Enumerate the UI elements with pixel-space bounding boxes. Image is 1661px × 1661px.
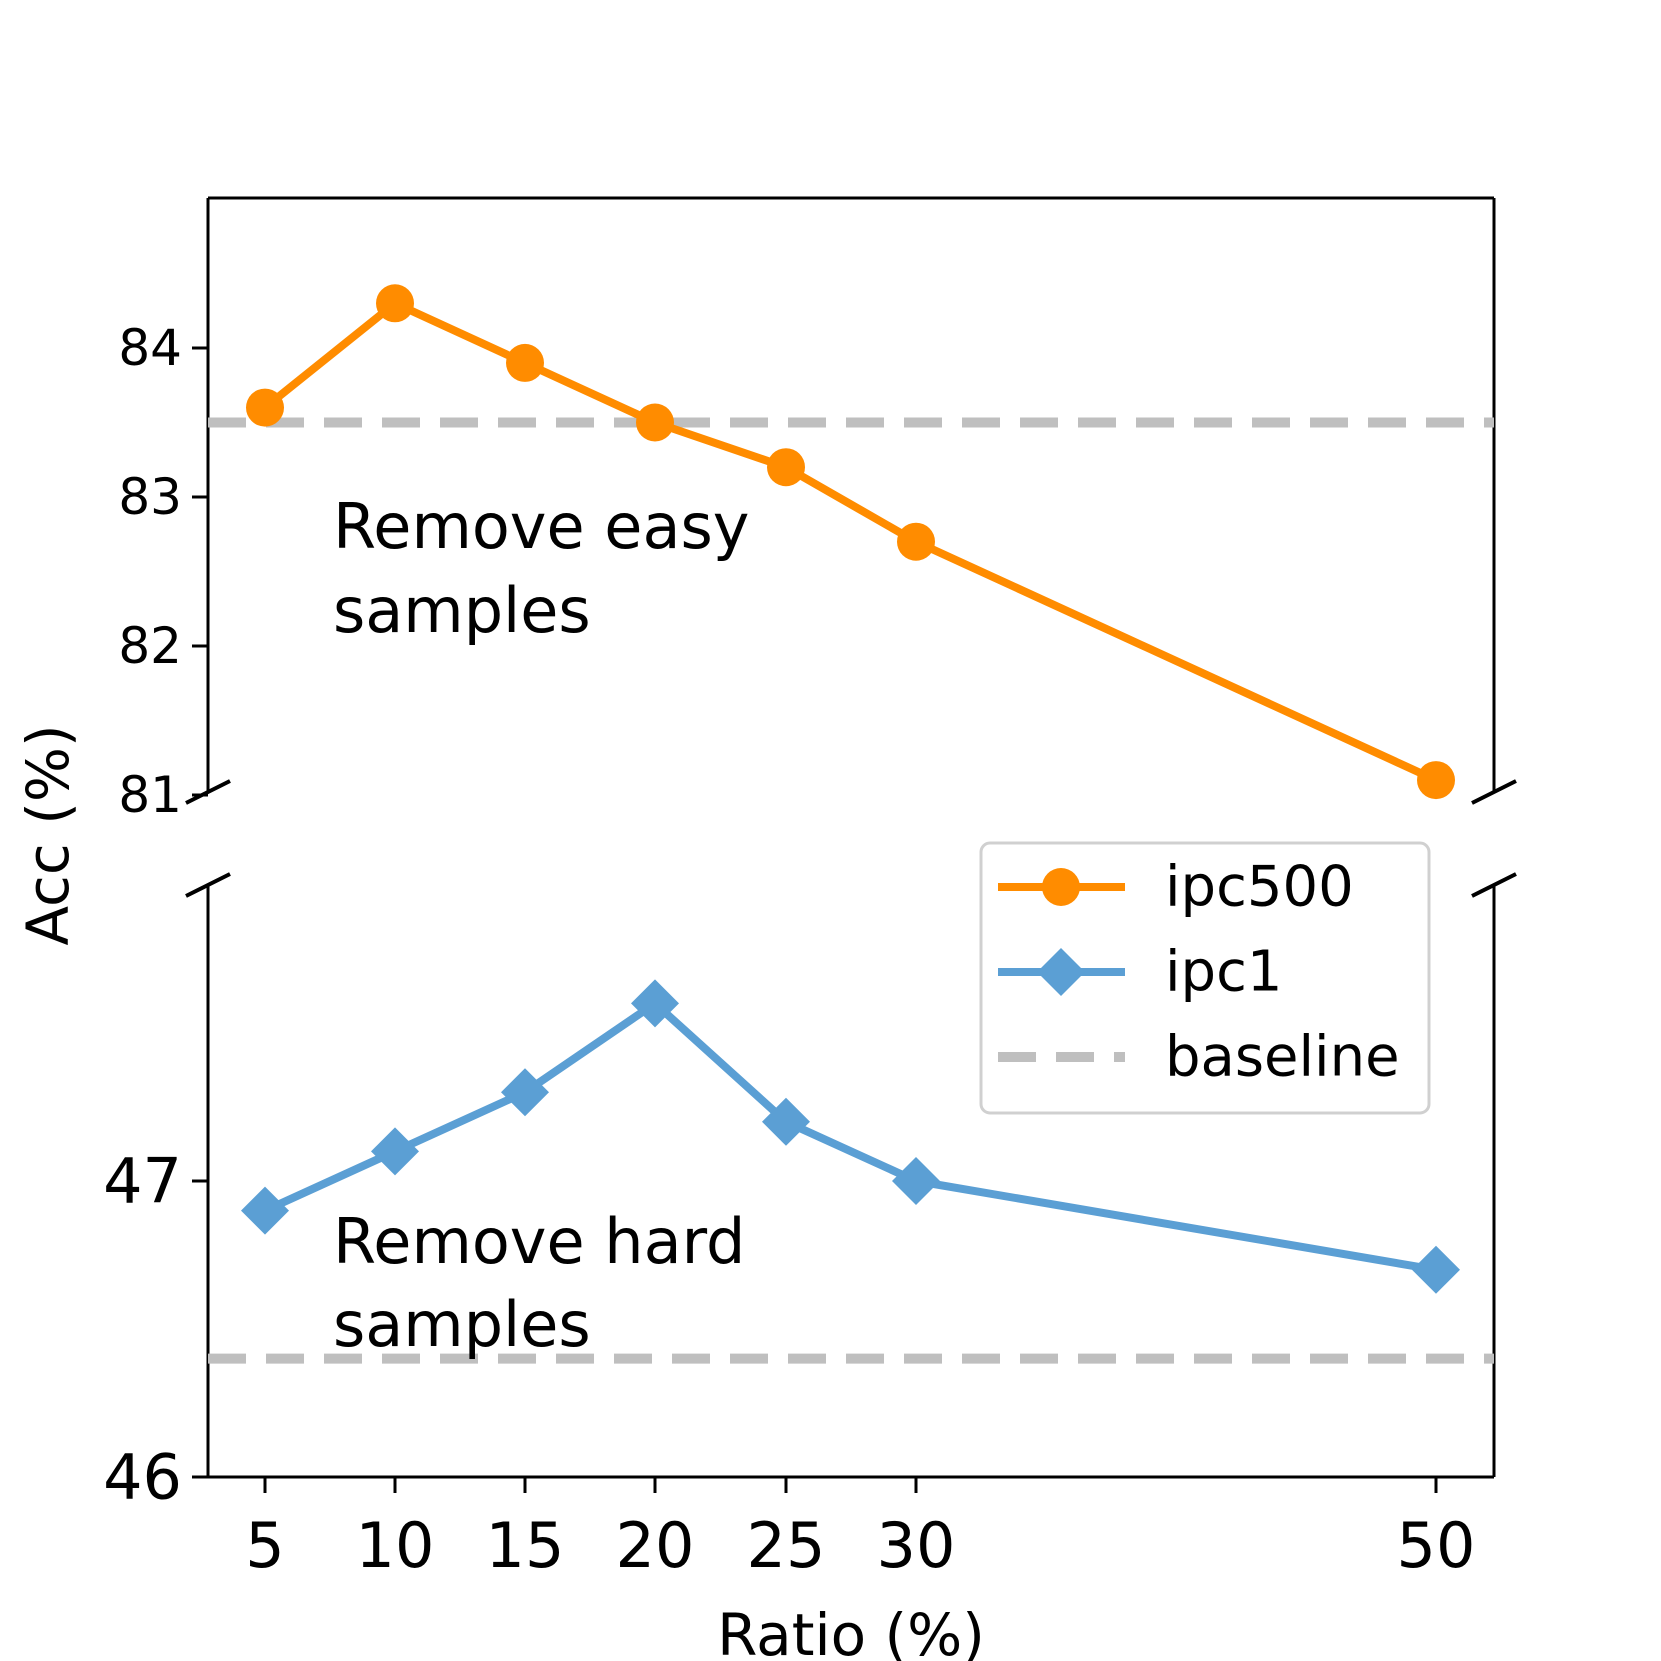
legend-label-ipc500: ipc500 (1165, 855, 1354, 920)
y-tick-label-top: 83 (118, 468, 182, 526)
x-tick-label: 25 (747, 1509, 826, 1582)
annotation-bottom-line2: samples (333, 1288, 591, 1361)
axis-break-mark (185, 779, 231, 805)
axis-break-mark (1471, 872, 1517, 898)
data-point-ipc1 (631, 979, 679, 1028)
data-point-ipc500 (506, 343, 544, 382)
chart-frame-layer (185, 196, 1517, 1493)
x-tick-label: 15 (486, 1509, 565, 1582)
data-point-ipc1 (371, 1127, 419, 1176)
y-tick-label-top: 81 (118, 766, 182, 824)
data-point-ipc1 (892, 1157, 940, 1205)
y-tick-label-bottom: 47 (103, 1145, 182, 1218)
axis-break-mark (1471, 779, 1517, 805)
data-point-ipc500 (1417, 761, 1455, 800)
legend-marker-ipc500 (1042, 868, 1080, 906)
data-point-ipc1 (762, 1097, 810, 1146)
y-axis-title: Acc (%) (14, 724, 82, 945)
data-point-ipc500 (636, 403, 674, 442)
y-tick-label-top: 82 (118, 617, 182, 675)
data-point-ipc500 (897, 522, 935, 561)
data-point-ipc500 (376, 284, 414, 323)
annotation-bottom-line1: Remove hard (333, 1205, 745, 1278)
data-point-ipc500 (767, 448, 805, 487)
x-tick-label: 20 (616, 1509, 695, 1582)
x-tick-label: 5 (245, 1509, 284, 1582)
annotation-top-line1: Remove easy (333, 490, 749, 563)
data-point-ipc1 (501, 1068, 549, 1117)
annotation-top-line2: samples (333, 574, 591, 647)
x-tick-label: 10 (356, 1509, 435, 1582)
data-point-ipc500 (246, 388, 284, 427)
chart-text-layer: 81 82 83 84 46 47 5 10 15 20 25 30 50 Ratio (%) Acc (%… (14, 319, 1475, 1661)
axis-break-mark (185, 872, 231, 898)
x-axis-title: Ratio (%) (717, 1601, 985, 1661)
legend-marker-ipc1 (1037, 948, 1085, 996)
legend: ipc500 ipc1 baseline (979, 841, 1431, 1115)
legend-box (979, 841, 1431, 1115)
chart-data-layer (208, 284, 1494, 1364)
x-tick-label: 30 (877, 1509, 956, 1582)
data-point-ipc1 (1412, 1245, 1460, 1294)
data-point-ipc1 (241, 1186, 289, 1235)
legend-label-ipc1: ipc1 (1165, 940, 1283, 1005)
legend-label-baseline: baseline (1165, 1025, 1400, 1090)
x-tick-label: 50 (1397, 1509, 1476, 1582)
y-tick-label-bottom: 46 (103, 1441, 182, 1514)
y-tick-label-top: 84 (118, 319, 182, 377)
